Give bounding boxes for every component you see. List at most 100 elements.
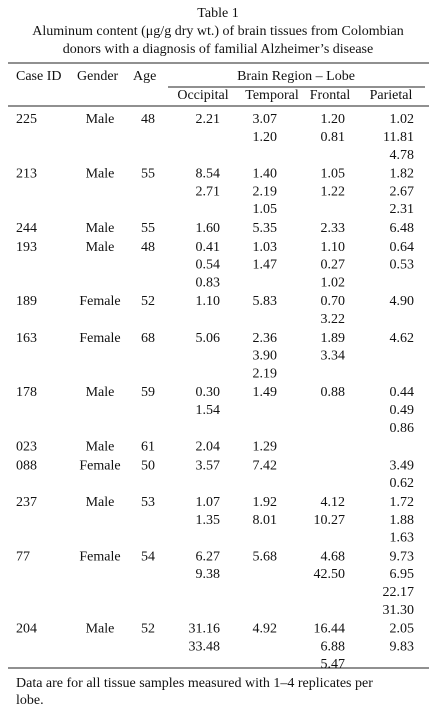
al-value: 1.35	[196, 513, 221, 528]
al-value: 2.31	[390, 202, 415, 217]
al-value: 1.10	[196, 294, 221, 309]
gender: Male	[86, 622, 115, 637]
age: 55	[141, 221, 155, 236]
al-value: 5.68	[253, 549, 278, 564]
al-value: 0.83	[196, 275, 221, 290]
al-value: 0.53	[390, 258, 415, 273]
al-value: 1.20	[253, 130, 278, 145]
al-value: 0.44	[390, 385, 415, 400]
gender: Male	[86, 240, 115, 255]
al-value: 0.86	[390, 421, 415, 436]
age: 48	[141, 240, 155, 255]
al-value: 0.88	[321, 385, 346, 400]
al-value: 0.41	[196, 240, 221, 255]
al-value: 3.57	[196, 458, 221, 473]
al-value: 10.27	[314, 513, 346, 528]
al-value: 2.19	[253, 366, 278, 381]
al-value: 4.78	[390, 148, 415, 163]
footnote: lobe.	[16, 693, 44, 708]
al-value: 6.88	[321, 639, 346, 654]
footnote: Data are for all tissue samples measured…	[16, 676, 373, 691]
al-value: 1.40	[253, 167, 278, 182]
al-value: 33.48	[189, 639, 221, 654]
al-value: 0.54	[196, 258, 221, 273]
al-value: 0.70	[321, 294, 346, 309]
age: 48	[141, 112, 155, 127]
al-value: 1.49	[253, 385, 278, 400]
table-caption: donors with a diagnosis of familial Alzh…	[63, 42, 373, 57]
al-value: 1.05	[253, 202, 278, 217]
age: 52	[141, 622, 155, 637]
age: 55	[141, 167, 155, 182]
case-id: 163	[16, 331, 37, 346]
gender: Male	[86, 495, 115, 510]
table-caption: Aluminum content (μg/g dry wt.) of brain…	[32, 24, 403, 39]
al-value: 0.49	[390, 403, 415, 418]
gender: Male	[86, 385, 115, 400]
gender: Female	[79, 549, 120, 564]
al-value: 4.68	[321, 549, 346, 564]
al-value: 1.89	[321, 331, 346, 346]
al-value: 4.90	[390, 294, 415, 309]
gender: Male	[86, 112, 115, 127]
al-value: 2.05	[390, 622, 415, 637]
al-value: 42.50	[314, 567, 346, 582]
al-value: 4.62	[390, 331, 415, 346]
age: 52	[141, 294, 155, 309]
al-value: 0.64	[390, 240, 415, 255]
gender: Female	[79, 294, 120, 309]
al-value: 3.90	[253, 349, 278, 364]
al-value: 1.02	[321, 275, 346, 290]
al-value: 1.22	[321, 184, 346, 199]
case-id: 178	[16, 385, 37, 400]
al-value: 2.04	[196, 440, 221, 455]
case-id: 193	[16, 240, 37, 255]
al-value: 1.02	[390, 112, 415, 127]
al-value: 1.20	[321, 112, 346, 127]
gender: Male	[86, 167, 115, 182]
al-value: 1.82	[390, 167, 415, 182]
case-id: 213	[16, 167, 37, 182]
gender: Female	[79, 458, 120, 473]
al-value: 9.38	[196, 567, 221, 582]
al-value: 9.83	[390, 639, 415, 654]
case-id: 237	[16, 495, 37, 510]
al-value: 16.44	[314, 622, 346, 637]
age: 61	[141, 440, 155, 455]
age: 54	[141, 549, 155, 564]
al-value: 2.36	[253, 331, 278, 346]
age: 68	[141, 331, 155, 346]
al-value: 1.10	[321, 240, 346, 255]
case-id: 023	[16, 440, 37, 455]
age: 59	[141, 385, 155, 400]
al-value: 8.01	[253, 513, 278, 528]
age: 53	[141, 495, 155, 510]
al-value: 1.05	[321, 167, 346, 182]
al-value: 1.63	[390, 531, 415, 546]
al-value: 1.07	[196, 495, 221, 510]
gender: Female	[79, 331, 120, 346]
al-value: 6.27	[196, 549, 221, 564]
lobe-header: Occipital	[177, 88, 228, 103]
al-value: 5.47	[321, 657, 346, 672]
al-value: 1.47	[253, 258, 278, 273]
gender: Male	[86, 221, 115, 236]
al-value: 6.48	[390, 221, 415, 236]
al-value: 0.27	[321, 258, 346, 273]
case-id: 77	[16, 549, 30, 564]
al-value: 1.03	[253, 240, 278, 255]
column-header: Age	[133, 69, 156, 84]
case-id: 204	[16, 622, 37, 637]
al-value: 31.16	[189, 622, 221, 637]
al-value: 2.71	[196, 184, 221, 199]
case-id: 244	[16, 221, 37, 236]
al-value: 1.88	[390, 513, 415, 528]
gender: Male	[86, 440, 115, 455]
al-value: 0.30	[196, 385, 221, 400]
al-value: 1.54	[196, 403, 221, 418]
al-value: 1.29	[253, 440, 278, 455]
al-value: 3.34	[321, 349, 346, 364]
case-id: 189	[16, 294, 37, 309]
al-value: 2.33	[321, 221, 346, 236]
